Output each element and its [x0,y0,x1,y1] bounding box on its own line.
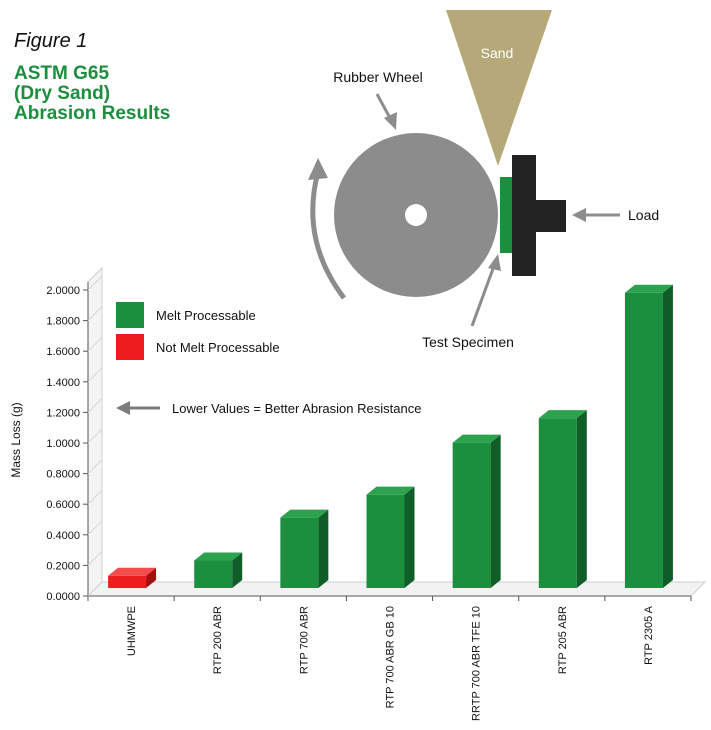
y-gridline-stub [87,306,103,321]
bar-6 [538,410,587,588]
y-gridline-stub [87,336,103,352]
chart-back-edge [87,266,103,598]
bar-side [576,410,587,588]
bar-3 [280,509,329,588]
bar-side [662,284,673,588]
y-tick-label: 0.8000 [46,469,80,481]
y-tick-label: 1.4000 [46,377,80,389]
legend-swatch-not-melt [116,334,144,360]
bar-5 [452,434,501,588]
y-gridline-stub [87,459,103,474]
y-tick-label: 0.0000 [46,591,80,603]
bar-side [146,567,157,588]
bar-front [624,292,663,588]
bar-side [318,509,329,588]
specimen-label: Test Specimen [422,334,514,350]
annotation: Lower Values = Better Abrasion Resistanc… [116,401,421,416]
wheel-pointer-head [384,112,397,130]
chart-title: ASTM G65 (Dry Sand) Abrasion Results [14,64,170,124]
y-gridline-stub [87,520,103,536]
bar-top [280,509,329,518]
load-label: Load [628,207,659,223]
y-tick-label: 1.2000 [46,407,80,419]
specimen-pointer-line [470,265,496,327]
bar-top [366,486,415,495]
test-diagram: Sand Rubber Wheel Load Test Specimen [308,10,659,350]
bar-front [108,575,147,588]
bar-top [194,552,243,561]
bar-front [538,418,577,588]
wheel-hub-icon [405,204,427,226]
x-tick-label: RTP 700 ABR [298,606,310,674]
y-tick-label: 0.6000 [46,499,80,511]
bar-4 [366,486,415,588]
wheel-pointer-line [375,93,392,119]
y-tick-label: 0.2000 [46,560,80,572]
title-line-2: (Dry Sand) [14,83,111,104]
annotation-text: Lower Values = Better Abrasion Resistanc… [172,401,421,416]
bar-front [452,442,491,588]
bar-7 [624,284,673,588]
x-tick-label: RTP 700 ABR GB 10 [385,606,397,708]
sand-hopper-icon [446,10,552,166]
y-tick-label: 1.8000 [46,316,80,328]
annotation-arrow-head [116,401,130,415]
legend-label-not-melt: Not Melt Processable [156,340,280,355]
x-tick-label: UHMWPE [126,606,138,656]
legend-swatch-melt [116,302,144,328]
bar-front [194,560,233,588]
bar-1 [108,567,157,588]
title-line-1: ASTM G65 [14,63,110,84]
bar-side [232,552,243,588]
specimen-holder-icon [512,155,536,276]
bar-front [366,494,405,588]
x-tick-label: RTP 200 ABR [212,606,224,674]
y-gridline-stub [87,398,103,413]
rotation-arrow-head [308,158,328,180]
title-line-3: Abrasion Results [14,103,171,124]
y-tick-label: 1.6000 [46,346,80,358]
legend: Melt Processable Not Melt Processable [116,302,280,360]
bar-top [452,434,501,443]
specimen-pointer-head [488,254,501,271]
y-gridline-stub [87,275,103,291]
y-gridline-stub [87,551,103,566]
y-gridline-stub [87,489,103,505]
bar-front [280,517,319,588]
bar-side [490,434,501,588]
y-axis-label: Mass Loss (g) [9,402,23,477]
sand-label: Sand [481,45,514,61]
figure-label: Figure 1 [14,30,88,52]
bar-top [108,567,157,576]
y-tick-label: 1.0000 [46,438,80,450]
bar-top [624,284,673,293]
load-rod-icon [535,200,566,232]
y-tick-label: 2.0000 [46,285,80,297]
rotation-arrow-icon [310,171,346,300]
x-tick-label: RTP 205 ABR [557,606,569,674]
bar-2 [194,552,243,588]
y-gridline-stub [87,428,103,444]
wheel-label: Rubber Wheel [333,69,423,85]
x-tick-label: RTP 2305 A [643,605,655,665]
x-tick-label: RRTP 700 ABR TFE 10 [471,606,483,721]
load-arrow-head [572,208,586,222]
y-gridline-stub [87,367,103,383]
bar-side [404,486,415,588]
test-specimen-icon [500,177,513,253]
legend-label-melt: Melt Processable [156,308,256,323]
y-gridline-stub [87,581,103,597]
y-tick-label: 0.4000 [46,530,80,542]
bar-top [538,410,587,419]
